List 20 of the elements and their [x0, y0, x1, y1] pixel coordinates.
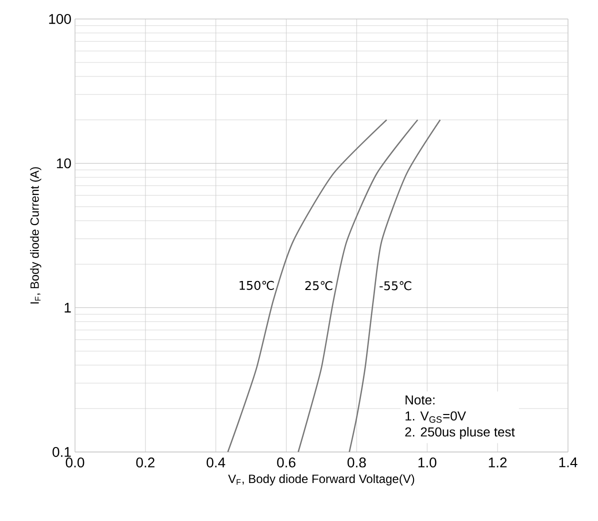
y-axis-title: I$_{F}$, Body diode Current (A) [30, 167, 42, 304]
x-tick-label: 1.2 [488, 458, 507, 468]
x-tick-label: 0.6 [277, 458, 296, 468]
y-tick-label: 0.1 [52, 447, 71, 457]
x-tick-label: 0.4 [206, 458, 226, 468]
x-tick-label: 0.8 [348, 458, 366, 468]
y-tick-label: 1 [64, 302, 71, 312]
annotation: 2. 250us pluse test [405, 427, 515, 440]
series-label: -55℃ [380, 281, 412, 290]
x-tick-label: 1.4 [559, 458, 578, 468]
x-tick-label: 0.2 [136, 458, 154, 468]
annotation: 1. V$_{GS}$=0V [406, 411, 466, 423]
x-tick-label: 0.0 [66, 458, 84, 468]
series-label: 150℃ [240, 280, 274, 290]
y-tick-label: 10 [56, 158, 71, 168]
series-label: 25℃ [305, 281, 332, 290]
y-tick-label: 100 [49, 14, 71, 24]
x-axis-title: V$_{F}$, Body diode Forward Voltage(V) [228, 474, 414, 486]
x-tick-label: 1.0 [418, 458, 436, 468]
annotation: Note: [406, 395, 434, 405]
